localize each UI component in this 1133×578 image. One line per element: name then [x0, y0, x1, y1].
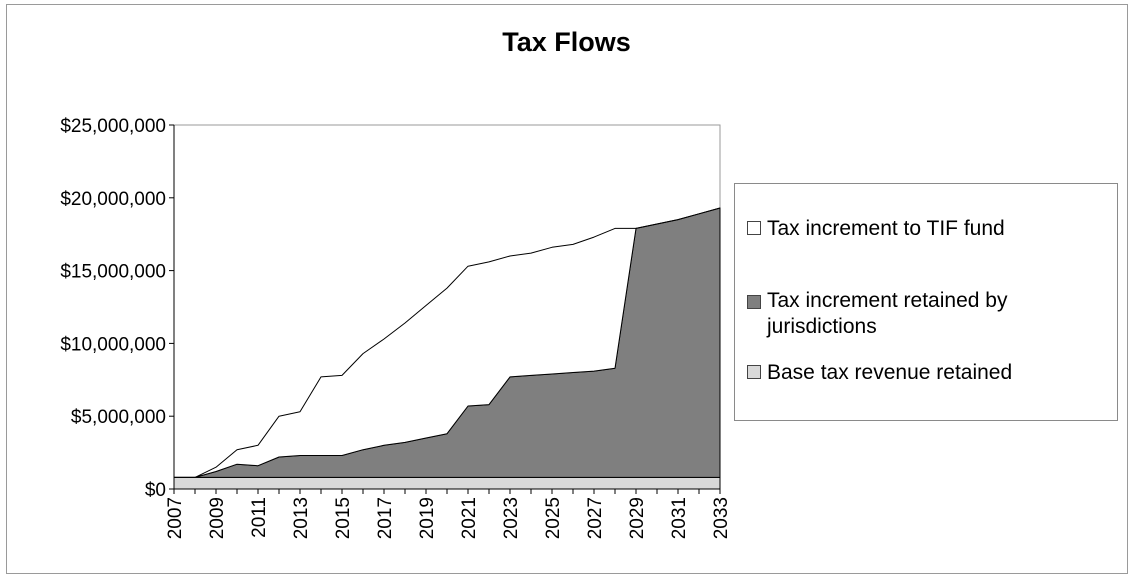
- x-tick-label: 2019: [417, 497, 438, 539]
- y-tick-label: $5,000,000: [71, 407, 166, 428]
- legend-swatch-jurisdictions: [747, 295, 761, 309]
- y-tick-label: $15,000,000: [60, 262, 166, 283]
- x-tick-label: 2029: [627, 497, 648, 539]
- x-tick-label: 2007: [165, 497, 186, 539]
- x-tick-label: 2031: [669, 497, 690, 539]
- y-tick-label: $10,000,000: [60, 334, 166, 355]
- x-tick-label: 2023: [501, 497, 522, 539]
- x-tick-label: 2033: [711, 497, 732, 539]
- legend-label-jurisdictions: Tax increment retained by jurisdictions: [767, 289, 1008, 338]
- chart-title: Tax Flows: [502, 27, 631, 57]
- legend-label-base-tax: Base tax revenue retained: [767, 361, 1013, 384]
- legend-item-base-tax: Base tax revenue retained: [747, 360, 1012, 386]
- x-tick-label: 2017: [375, 497, 396, 539]
- area-base-tax-revenue-retained: [173, 476, 721, 490]
- legend-item-tif-fund: Tax increment to TIF fund: [747, 216, 1005, 242]
- y-tick-label: $25,000,000: [60, 116, 166, 137]
- chart-legend: Tax increment to TIF fund Tax increment …: [734, 183, 1118, 421]
- x-tick-label: 2027: [585, 497, 606, 539]
- x-tick-label: 2011: [249, 497, 270, 538]
- x-tick-label: 2013: [291, 497, 312, 539]
- legend-swatch-tif-fund: [747, 221, 761, 235]
- x-tick-label: 2021: [459, 497, 480, 539]
- x-tick-label: 2025: [543, 497, 564, 539]
- legend-label-tif-fund: Tax increment to TIF fund: [767, 217, 1005, 240]
- y-tick-label: $20,000,000: [60, 189, 166, 210]
- x-tick-label: 2015: [333, 497, 354, 539]
- legend-item-jurisdictions: Tax increment retained by jurisdictions: [747, 288, 1107, 340]
- area-tax-increment-to-tif-fund: [173, 207, 721, 478]
- legend-swatch-base-tax: [747, 365, 761, 379]
- y-tick-label: $0: [145, 480, 166, 501]
- x-tick-label: 2009: [207, 497, 228, 539]
